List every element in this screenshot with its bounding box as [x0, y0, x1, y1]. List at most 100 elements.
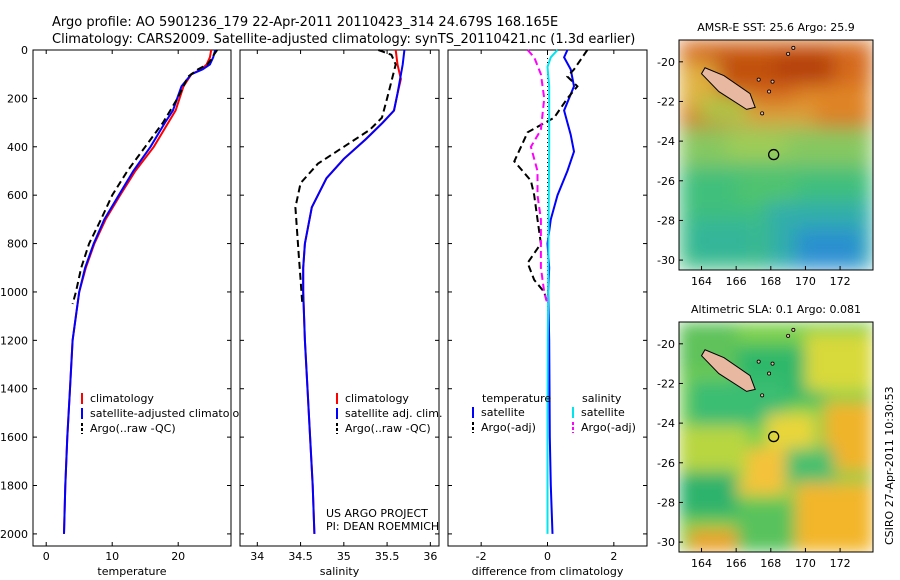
map-y-tick-label: -24	[657, 417, 675, 430]
map-frame	[678, 321, 874, 553]
map-y-tick-label: -28	[657, 214, 675, 227]
series-line-temperature-argo-adj-	[513, 49, 589, 305]
legend-header-salinity: salinity	[582, 392, 622, 405]
island-small	[767, 89, 772, 94]
map-field-patch	[688, 219, 757, 261]
map-field-patch	[727, 136, 786, 155]
island-small	[767, 371, 772, 376]
island-small	[770, 79, 775, 84]
x-tick-label: 34.5	[288, 550, 313, 563]
map-field-patch	[737, 178, 796, 201]
island-small	[756, 359, 761, 364]
header-line2: Climatology: CARS2009. Satellite-adjuste…	[52, 32, 635, 47]
y-tick-label: 200	[7, 92, 28, 105]
x-tick-label: 0	[43, 550, 50, 563]
map-y-tick-label: -22	[657, 95, 675, 108]
x-tick-label: 2	[610, 550, 617, 563]
map-field-patch	[776, 51, 835, 84]
legend-entry: climatology	[90, 392, 154, 405]
map-x-tick-label: 170	[795, 557, 816, 570]
map-field-patch	[698, 97, 747, 121]
legend-entry: satellite	[581, 406, 625, 419]
legend-entry: Argo(-adj)	[581, 421, 636, 434]
x-tick-label: 20	[171, 550, 185, 563]
island-small	[786, 51, 791, 56]
map-panel-1: AMSR-E SST: 25.6 Argo: 25.9 164 166 168 170 1…	[657, 21, 874, 288]
x-tick-label: 35	[337, 550, 351, 563]
x-tick-label: -2	[476, 550, 487, 563]
argo-location-marker	[768, 430, 780, 443]
y-tick-label: 1000	[0, 286, 28, 299]
map-field-patch	[737, 501, 796, 552]
x-tick-label: 35.5	[375, 550, 400, 563]
map-field-patch	[795, 228, 864, 270]
series-line-salinity-argo-adj-	[526, 49, 549, 305]
y-tick-label: 1400	[0, 383, 28, 396]
map-frame	[678, 39, 874, 271]
map-x-tick-label: 166	[726, 557, 747, 570]
footer-stamp: CSIRO 27-Apr-2011 10:30:53	[883, 386, 896, 545]
x-axis-label: temperature	[97, 565, 166, 578]
map-y-tick-label: -30	[657, 254, 675, 267]
series-line-temperature-satellite	[546, 49, 576, 534]
legend-entry: Argo(..raw -QC)	[90, 422, 176, 435]
island-small	[760, 393, 765, 398]
y-tick-label: 600	[7, 189, 28, 202]
y-tick-label: 0	[21, 44, 28, 57]
map-x-tick-label: 166	[726, 275, 747, 288]
legend-entry: Argo(-adj)	[481, 421, 536, 434]
map-title: Altimetric SLA: 0.1 Argo: 0.081	[691, 303, 861, 316]
map-x-tick-label: 168	[760, 557, 781, 570]
series-line-argo-raw-qc-	[71, 49, 218, 305]
y-tick-label: 800	[7, 238, 28, 251]
map-x-tick-label: 172	[830, 275, 851, 288]
legend-entry: satellite	[481, 406, 525, 419]
map-x-tick-label: 164	[691, 275, 712, 288]
map-field	[679, 322, 873, 552]
legend-header-temperature: temperature	[482, 392, 551, 405]
map-field-patch	[785, 448, 835, 483]
map-x-tick-label: 164	[691, 557, 712, 570]
island-small	[786, 333, 791, 338]
map-field-patch	[795, 483, 873, 552]
map-field	[679, 40, 873, 270]
profile-panel-1: 0 10 2002004006008001000120014001600180020…	[0, 44, 253, 578]
island-small	[760, 111, 765, 116]
map-x-tick-label: 168	[760, 275, 781, 288]
argo-location-marker	[768, 148, 780, 161]
map-y-tick-label: -22	[657, 377, 675, 390]
x-axis-label: salinity	[320, 565, 360, 578]
plot-frame	[239, 49, 440, 547]
map-y-tick-label: -20	[657, 338, 675, 351]
y-tick-label: 1200	[0, 334, 28, 347]
legend-entry: Argo(..raw -QC)	[345, 422, 431, 435]
y-tick-label: 2000	[0, 528, 28, 541]
y-tick-label: 1600	[0, 431, 28, 444]
x-axis-label: difference from climatology	[472, 565, 624, 578]
series-line-argo-raw-qc-	[294, 49, 397, 305]
map-field-patch	[805, 333, 873, 391]
header-line1: Argo profile: AO 5901236_179 22-Apr-2011…	[52, 15, 558, 30]
profile-panel-3: -2 0 2 difference from climatology temperatu…	[447, 49, 648, 578]
y-tick-label: 400	[7, 141, 28, 154]
x-tick-label: 0	[544, 550, 551, 563]
series-line-satellite-adj-clim-	[302, 49, 406, 534]
footer-project: US ARGO PROJECT	[326, 507, 428, 520]
plot-frame	[32, 49, 232, 547]
x-tick-label: 36	[423, 550, 437, 563]
map-y-tick-label: -26	[657, 175, 675, 188]
series-line-satellite-adjusted-climatology	[63, 49, 217, 534]
island-new-caledonia	[700, 67, 756, 110]
island-new-caledonia	[700, 349, 756, 392]
island-small	[791, 45, 796, 50]
island-small	[756, 77, 761, 82]
y-tick-label: 1800	[0, 480, 28, 493]
x-tick-label: 10	[105, 550, 119, 563]
island-small	[770, 361, 775, 366]
island-small	[791, 327, 796, 332]
profile-panel-2: 34 34.5 35 35.5 36 salinity climatology satelli…	[239, 49, 442, 578]
map-y-tick-label: -26	[657, 457, 675, 470]
footer-pi: PI: DEAN ROEMMICH	[326, 520, 439, 533]
map-y-tick-label: -20	[657, 56, 675, 69]
